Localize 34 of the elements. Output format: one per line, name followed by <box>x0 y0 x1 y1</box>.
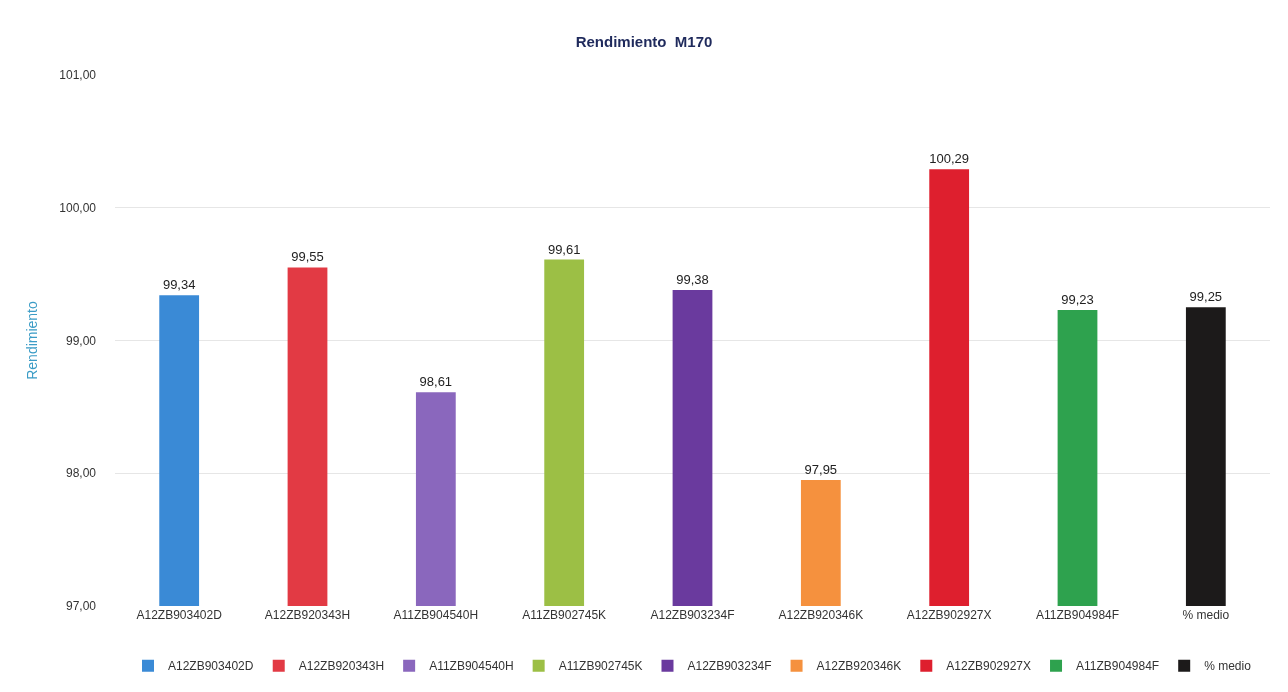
y-tick-label: 99,00 <box>65 333 97 348</box>
x-tick-label: A12ZB920343H <box>264 608 351 622</box>
x-tick-label: A11ZB904984F <box>1035 608 1120 622</box>
data-label: 98,61 <box>419 374 453 390</box>
data-label: 99,25 <box>1189 289 1223 305</box>
y-tick-label: 97,00 <box>65 599 97 614</box>
x-tick-label: A12ZB903234F <box>650 608 735 622</box>
y-tick-label: 98,00 <box>65 466 97 481</box>
legend-label: A11ZB904540H <box>429 659 514 674</box>
legend-label: A12ZB920346K <box>816 659 902 674</box>
data-label: 99,55 <box>291 249 324 265</box>
x-tick-label: A12ZB903402D <box>136 608 223 622</box>
x-tick-label: A11ZB902745K <box>522 608 607 622</box>
data-label: 99,23 <box>1061 291 1094 307</box>
legend-label: A12ZB903234F <box>687 659 772 674</box>
legend-label: % medio <box>1204 659 1252 674</box>
y-axis-title: Rendimiento <box>23 300 40 380</box>
data-label: 99,38 <box>676 272 709 288</box>
x-tick-label: A11ZB904540H <box>393 608 479 622</box>
x-tick-label: A12ZB902927X <box>906 608 992 622</box>
y-tick-label: 100,00 <box>59 200 97 215</box>
chart-title: Rendimiento M170 <box>575 32 713 50</box>
data-label: 97,95 <box>804 461 838 477</box>
data-label: 99,61 <box>547 241 581 257</box>
legend-label: A12ZB902927X <box>946 659 1032 674</box>
x-tick-label: A12ZB920346K <box>778 608 864 622</box>
legend-label: A11ZB904984F <box>1076 659 1160 674</box>
data-label: 99,34 <box>162 277 196 293</box>
y-tick-label: 101,00 <box>59 68 97 83</box>
legend-label: A12ZB903402D <box>168 659 254 674</box>
x-tick-label: % medio <box>1182 608 1230 622</box>
legend-label: A12ZB920343H <box>298 659 385 674</box>
data-label: 100,29 <box>929 151 970 167</box>
legend-label: A11ZB902745K <box>558 659 643 674</box>
